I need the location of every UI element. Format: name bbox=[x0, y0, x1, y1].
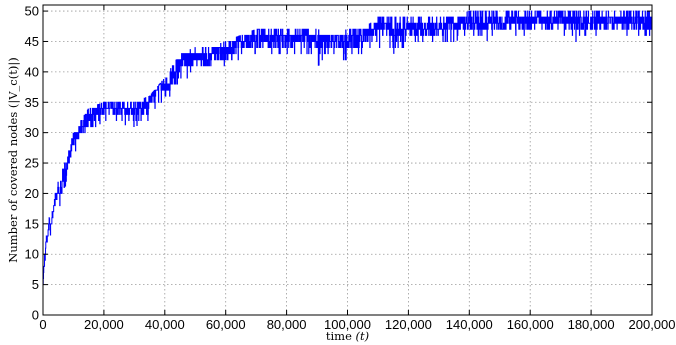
x-tick-label: 60,000 bbox=[206, 317, 246, 332]
series-line bbox=[42, 10, 653, 286]
x-tick-label: 40,000 bbox=[145, 317, 185, 332]
y-tick-label: 0 bbox=[32, 308, 39, 323]
tick-labels: 0 20,000 40,000 60,000 80,000 100,000 120,000 1… bbox=[25, 4, 676, 332]
y-tick-label: 25 bbox=[25, 156, 39, 171]
x-tick-label: 0 bbox=[39, 317, 46, 332]
y-tick-label: 5 bbox=[32, 277, 39, 292]
ticks bbox=[42, 5, 653, 316]
x-tick-label: 180,000 bbox=[568, 317, 615, 332]
y-tick-label: 20 bbox=[25, 186, 39, 201]
y-tick-label: 30 bbox=[25, 125, 39, 140]
y-axis-label: Number of covered nodes (|V_c(t)|) bbox=[6, 57, 21, 262]
x-tick-label: 200,000 bbox=[629, 317, 676, 332]
y-tick-label: 35 bbox=[25, 95, 39, 110]
y-tick-label: 15 bbox=[25, 216, 39, 231]
x-tick-label: 160,000 bbox=[507, 317, 554, 332]
y-tick-label: 50 bbox=[25, 4, 39, 19]
y-tick-label: 45 bbox=[25, 34, 39, 49]
y-tick-label: 40 bbox=[25, 64, 39, 79]
x-axis-label: time (t) bbox=[326, 329, 369, 343]
plot-area bbox=[42, 10, 653, 286]
y-tick-label: 10 bbox=[25, 247, 39, 262]
x-tick-label: 20,000 bbox=[84, 317, 124, 332]
x-tick-label: 140,000 bbox=[446, 317, 493, 332]
x-tick-label: 120,000 bbox=[385, 317, 432, 332]
grid-lines bbox=[42, 5, 653, 316]
x-tick-label: 100,000 bbox=[324, 317, 371, 332]
x-tick-label: 80,000 bbox=[267, 317, 307, 332]
